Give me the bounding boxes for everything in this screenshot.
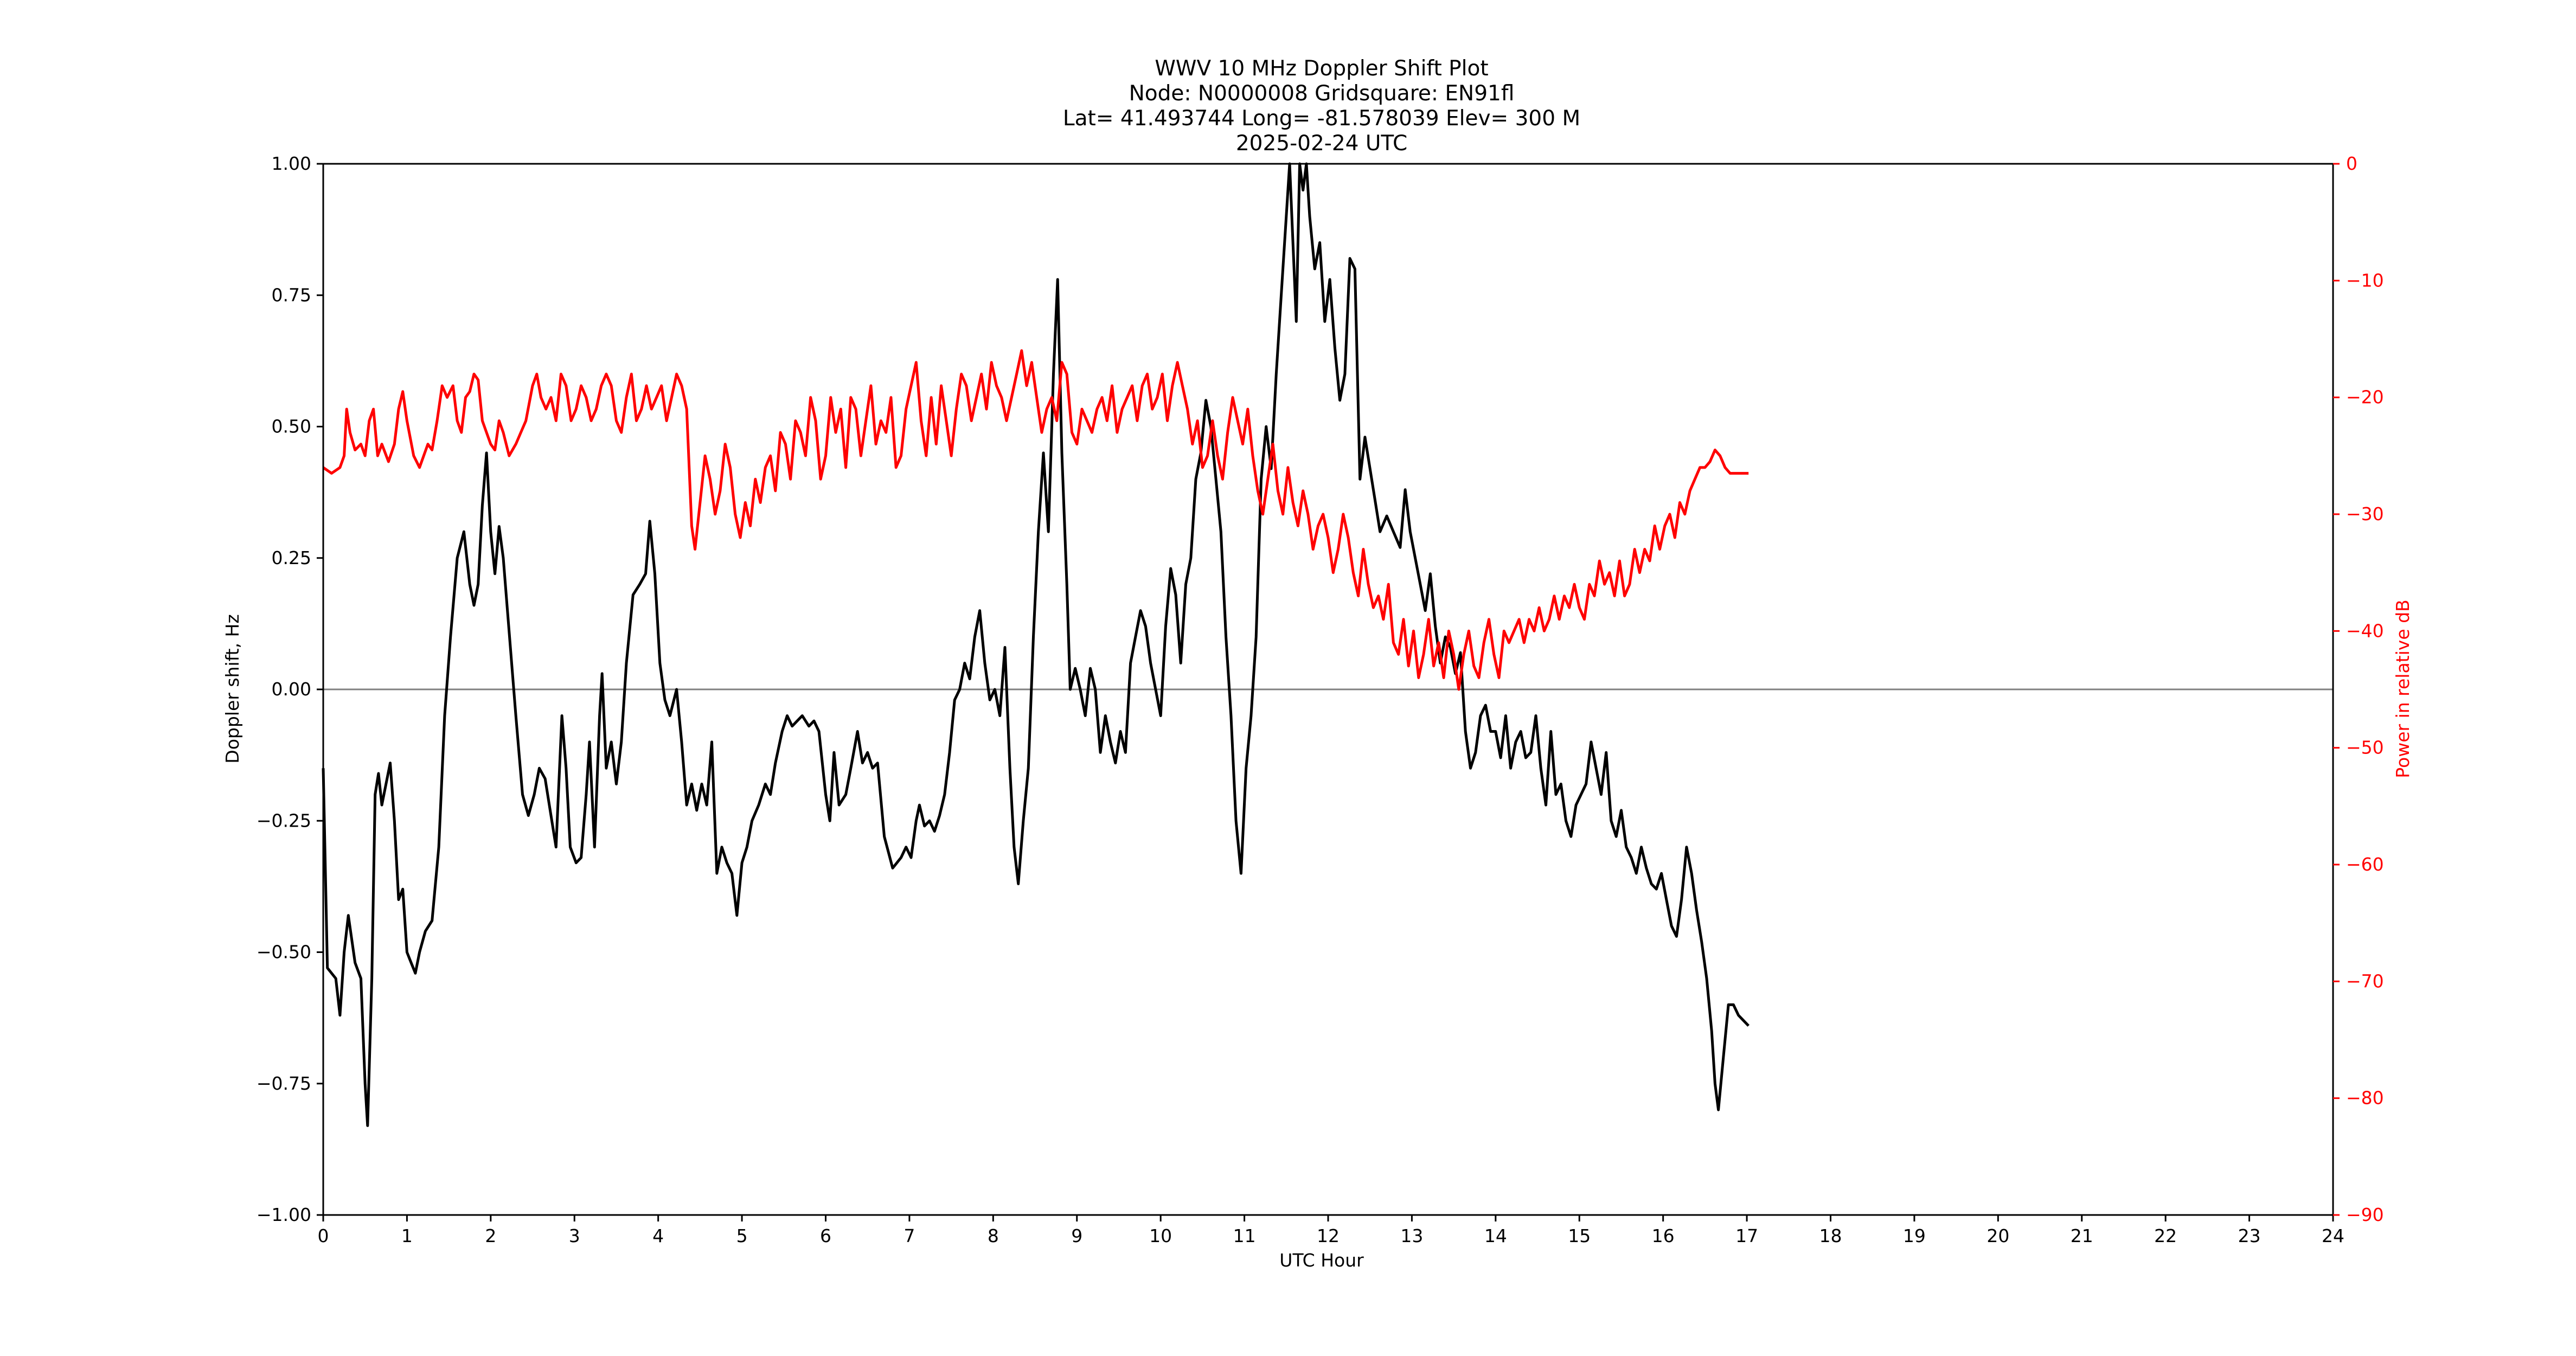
x-tick-label: 22 bbox=[2154, 1225, 2177, 1246]
y-tick-label-left: 0.50 bbox=[272, 416, 311, 437]
doppler-series-line bbox=[322, 162, 1750, 1127]
y-axis-label-left: Doppler shift, Hz bbox=[222, 614, 243, 763]
title-line-4: 2025-02-24 UTC bbox=[1236, 131, 1407, 156]
x-tick-label: 3 bbox=[569, 1225, 580, 1246]
x-tick-label: 2 bbox=[485, 1225, 496, 1246]
x-tick-label: 0 bbox=[318, 1225, 329, 1246]
x-tick-label: 15 bbox=[1568, 1225, 1591, 1246]
power-series-line bbox=[322, 349, 1749, 691]
x-tick-label: 9 bbox=[1071, 1225, 1082, 1246]
x-tick-label: 23 bbox=[2238, 1225, 2261, 1246]
y-tick-label-left: −0.50 bbox=[257, 942, 311, 963]
x-tick-label: 13 bbox=[1400, 1225, 1423, 1246]
y-tick-label-right: −70 bbox=[2346, 970, 2384, 992]
y-tick-label-left: −0.75 bbox=[257, 1073, 311, 1094]
x-tick-label: 7 bbox=[903, 1225, 915, 1246]
x-axis-label: UTC Hour bbox=[1279, 1250, 1364, 1271]
y-axis-label-right: Power in relative dB bbox=[2392, 599, 2413, 778]
y-tick-label-right: −10 bbox=[2346, 270, 2384, 291]
x-tick-label: 8 bbox=[988, 1225, 999, 1246]
y-tick-label-left: 0.25 bbox=[272, 547, 311, 568]
x-tick-label: 4 bbox=[652, 1225, 664, 1246]
x-tick-label: 10 bbox=[1149, 1225, 1172, 1246]
title-line-2: Node: N0000008 Gridsquare: EN91fl bbox=[1129, 81, 1515, 106]
x-tick-label: 6 bbox=[820, 1225, 831, 1246]
plot-area: 0 1 2 3 4 5 6 7 8 9 10 11 12 13 14 15 16 17 18 19 20 21 22 23 24… bbox=[257, 153, 2384, 1246]
x-tick-label: 5 bbox=[736, 1225, 748, 1246]
y-tick-label-right: 0 bbox=[2346, 153, 2357, 174]
x-tick-label: 21 bbox=[2071, 1225, 2093, 1246]
x-tick-label: 16 bbox=[1652, 1225, 1675, 1246]
y-tick-label-right: −80 bbox=[2346, 1088, 2384, 1109]
x-tick-label: 11 bbox=[1233, 1225, 1256, 1246]
title-line-3: Lat= 41.493744 Long= -81.578039 Elev= 30… bbox=[1063, 106, 1580, 131]
x-tick-label: 1 bbox=[401, 1225, 413, 1246]
y-tick-label-left: 0.75 bbox=[272, 284, 311, 305]
y-tick-label-left: 0.00 bbox=[272, 679, 311, 700]
y-tick-label-right: −40 bbox=[2346, 620, 2384, 641]
y-tick-label-left: −0.25 bbox=[257, 810, 311, 831]
x-tick-label: 12 bbox=[1317, 1225, 1340, 1246]
y-tick-label-left: −1.00 bbox=[257, 1204, 311, 1225]
y-tick-label-right: −90 bbox=[2346, 1204, 2384, 1225]
x-tick-label: 14 bbox=[1484, 1225, 1507, 1246]
x-tick-label: 24 bbox=[2322, 1225, 2344, 1246]
title-line-1: WWV 10 MHz Doppler Shift Plot bbox=[1155, 56, 1488, 81]
x-tick-label: 18 bbox=[1819, 1225, 1842, 1246]
x-tick-label: 19 bbox=[1903, 1225, 1926, 1246]
y-tick-label-left: 1.00 bbox=[272, 153, 311, 174]
x-tick-label: 17 bbox=[1735, 1225, 1758, 1246]
x-tick-label: 20 bbox=[1987, 1225, 2009, 1246]
y-tick-label-right: −20 bbox=[2346, 387, 2384, 408]
y-tick-label-right: −60 bbox=[2346, 854, 2384, 875]
chart-title: WWV 10 MHz Doppler Shift Plot Node: N000… bbox=[1063, 56, 1580, 156]
y-tick-label-right: −50 bbox=[2346, 737, 2384, 758]
y-tick-label-right: −30 bbox=[2346, 503, 2384, 525]
